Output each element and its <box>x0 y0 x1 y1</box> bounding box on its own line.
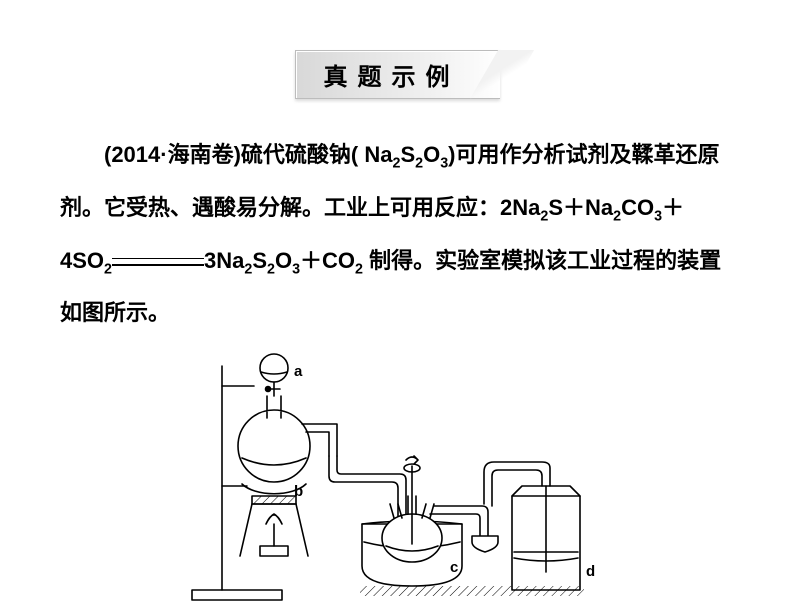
eq-sub7: 3 <box>292 261 300 277</box>
label-b: b <box>294 483 303 500</box>
label-a: a <box>294 363 303 380</box>
page-content: 真题示例 (2014·海南卷)硫代硫酸钠( Na2S2O3)可用作分析试剂及鞣革… <box>0 0 794 611</box>
eq-b: S＋Na <box>548 195 613 220</box>
eq-e: 3Na <box>204 248 244 273</box>
label-d: d <box>586 563 595 580</box>
text-s3: O <box>423 142 440 167</box>
eq-h: ＋CO <box>300 248 355 273</box>
sub-2b: 2 <box>415 155 423 171</box>
label-c: c <box>450 559 458 576</box>
text-s2: S <box>400 142 415 167</box>
equals-double <box>112 235 204 288</box>
apparatus-figure: a b c d <box>60 346 734 611</box>
eq-sub6: 2 <box>267 261 275 277</box>
source-tag: (2014·海南卷) <box>104 142 241 167</box>
eq-sub2: 2 <box>613 208 621 224</box>
apparatus-svg: a b c d <box>182 346 612 606</box>
eq-g: O <box>275 248 292 273</box>
section-title: 真题示例 <box>295 50 500 99</box>
sub-3: 3 <box>440 155 448 171</box>
eq-sub8: 2 <box>355 261 363 277</box>
title-wrap: 真题示例 <box>60 50 734 99</box>
eq-f: S <box>252 248 267 273</box>
question-text: (2014·海南卷)硫代硫酸钠( Na2S2O3)可用作分析试剂及鞣革还原剂。它… <box>60 129 734 340</box>
eq-c: CO <box>621 195 654 220</box>
eq-sub4: 2 <box>104 261 112 277</box>
text-s1: 硫代硫酸钠( Na <box>241 142 393 167</box>
eq-a: 2Na <box>500 195 540 220</box>
eq-sub3: 3 <box>654 208 662 224</box>
